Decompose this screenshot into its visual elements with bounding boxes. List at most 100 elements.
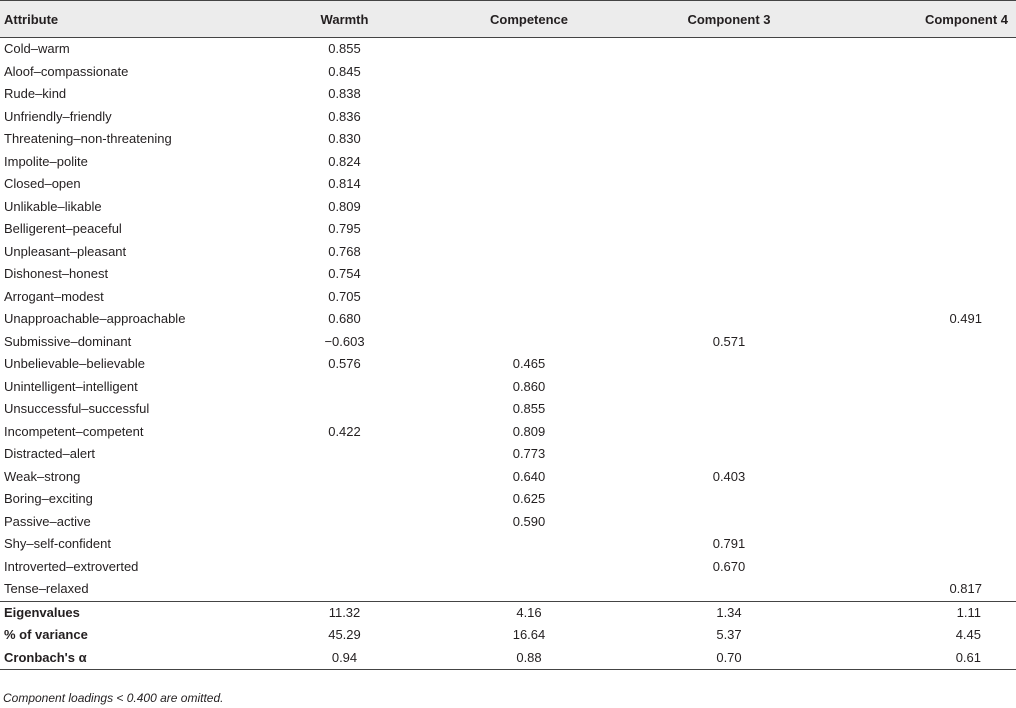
table-row: Arrogant–modest 0.705 bbox=[0, 286, 1016, 309]
cell-component-4: 4.45 bbox=[955, 627, 981, 642]
cell-component-4 bbox=[829, 218, 1016, 241]
cell-competence: 0.625 bbox=[512, 491, 546, 506]
summary-row: Eigenvalues 11.32 4.16 1.34 1.11 bbox=[0, 600, 1016, 624]
cell-component-3 bbox=[629, 38, 829, 61]
table-row: Weak–strong 0.640 0.403 bbox=[0, 466, 1016, 489]
cell-component-4 bbox=[829, 376, 1016, 399]
cell-competence: 0.855 bbox=[512, 401, 546, 416]
table-row: Rude–kind 0.838 bbox=[0, 83, 1016, 106]
cell-competence: 0.465 bbox=[512, 356, 546, 371]
cell-attribute: Unapproachable–approachable bbox=[4, 311, 186, 326]
cell-competence bbox=[429, 578, 629, 601]
cell-attribute: Incompetent–competent bbox=[4, 423, 144, 439]
cell-competence bbox=[429, 241, 629, 264]
factor-loadings-table: Attribute Warmth Competence Component 3 … bbox=[0, 0, 1016, 670]
table-row: Distracted–alert 0.773 bbox=[0, 443, 1016, 466]
cell-attribute: Passive–active bbox=[4, 513, 91, 529]
table-row: Unintelligent–intelligent 0.860 bbox=[0, 376, 1016, 399]
cell-competence bbox=[429, 196, 629, 219]
cell-warmth: 0.94 bbox=[260, 646, 429, 670]
cell-component-4 bbox=[829, 443, 1016, 466]
cell-competence bbox=[429, 128, 629, 151]
cell-competence: 16.64 bbox=[512, 627, 546, 642]
cell-warmth bbox=[260, 511, 429, 534]
cell-warmth: 11.32 bbox=[260, 600, 429, 624]
cell-competence: 0.590 bbox=[512, 513, 546, 529]
cell-attribute: % of variance bbox=[4, 627, 88, 642]
table-row: Closed–open 0.814 bbox=[0, 173, 1016, 196]
cell-attribute: Unlikable–likable bbox=[4, 198, 102, 214]
header-attribute: Attribute bbox=[4, 11, 59, 27]
cell-warmth: 45.29 bbox=[328, 627, 361, 642]
cell-warmth bbox=[260, 466, 429, 489]
table-header: Attribute Warmth Competence Component 3 … bbox=[0, 0, 1016, 38]
cell-component-4 bbox=[829, 173, 1016, 196]
cell-component-3: 0.571 bbox=[712, 333, 746, 349]
cell-warmth bbox=[260, 443, 429, 466]
cell-component-3: 0.670 bbox=[712, 558, 746, 574]
cell-competence bbox=[429, 83, 629, 106]
cell-component-4 bbox=[829, 106, 1016, 129]
table-footnote: Component loadings < 0.400 are omitted. bbox=[3, 691, 224, 705]
cell-attribute: Belligerent–peaceful bbox=[4, 221, 122, 236]
cell-component-4: 0.491 bbox=[949, 311, 982, 326]
table-row: Tense–relaxed 0.817 bbox=[0, 578, 1016, 601]
cell-competence bbox=[429, 331, 629, 354]
cell-warmth: 0.845 bbox=[328, 63, 361, 79]
cell-competence bbox=[429, 61, 629, 84]
cell-component-3: 5.37 bbox=[716, 627, 742, 642]
cell-competence: 0.809 bbox=[512, 423, 546, 439]
cell-component-4 bbox=[829, 398, 1016, 421]
cell-attribute: Aloof–compassionate bbox=[4, 63, 129, 79]
cell-component-4 bbox=[829, 196, 1016, 219]
table-row: Boring–exciting 0.625 bbox=[0, 488, 1016, 511]
table-row: Impolite–polite 0.824 bbox=[0, 151, 1016, 174]
cell-component-3 bbox=[629, 106, 829, 129]
cell-competence: 0.773 bbox=[512, 446, 546, 461]
cell-attribute: Closed–open bbox=[4, 176, 81, 191]
cell-component-3 bbox=[629, 241, 829, 264]
cell-competence bbox=[429, 106, 629, 129]
cell-component-3 bbox=[629, 83, 829, 106]
cell-component-3 bbox=[629, 398, 829, 421]
cell-component-3 bbox=[629, 263, 829, 286]
cell-competence bbox=[429, 308, 629, 331]
cell-competence: 0.88 bbox=[429, 646, 629, 670]
table-row: Unlikable–likable 0.809 bbox=[0, 196, 1016, 219]
cell-warmth bbox=[260, 533, 429, 556]
cell-warmth bbox=[260, 398, 429, 421]
cell-component-3 bbox=[629, 61, 829, 84]
cell-attribute: Unbelievable–believable bbox=[4, 356, 145, 371]
cell-component-4 bbox=[829, 421, 1016, 444]
cell-component-4 bbox=[829, 353, 1016, 376]
cell-component-4: 1.11 bbox=[829, 600, 1016, 624]
table-row: Cold–warm 0.855 bbox=[0, 38, 1016, 61]
cell-attribute: Impolite–polite bbox=[4, 153, 88, 169]
cell-component-4 bbox=[829, 488, 1016, 511]
cell-component-4 bbox=[829, 263, 1016, 286]
cell-attribute: Cold–warm bbox=[4, 41, 70, 56]
cell-competence bbox=[429, 173, 629, 196]
cell-component-3 bbox=[629, 443, 829, 466]
header-component-3: Component 3 bbox=[687, 11, 771, 27]
cell-component-3 bbox=[629, 128, 829, 151]
cell-attribute: Weak–strong bbox=[4, 468, 81, 484]
cell-attribute: Shy–self-confident bbox=[4, 536, 111, 551]
cell-competence bbox=[429, 151, 629, 174]
cell-warmth: 0.754 bbox=[328, 266, 361, 281]
cell-competence: 0.640 bbox=[512, 468, 546, 484]
table-row: Introverted–extroverted 0.670 bbox=[0, 556, 1016, 579]
cell-component-4 bbox=[829, 151, 1016, 174]
cell-competence bbox=[429, 556, 629, 579]
cell-attribute: Unfriendly–friendly bbox=[4, 108, 112, 124]
factor-loadings-table-wrapper: Attribute Warmth Competence Component 3 … bbox=[0, 0, 1016, 670]
cell-attribute: Dishonest–honest bbox=[4, 266, 109, 281]
cell-attribute: Introverted–extroverted bbox=[4, 558, 139, 574]
header-competence: Competence bbox=[489, 11, 569, 27]
cell-component-4 bbox=[829, 466, 1016, 489]
cell-competence bbox=[429, 263, 629, 286]
cell-component-3 bbox=[629, 151, 829, 174]
cell-warmth: 0.855 bbox=[328, 41, 361, 56]
table-row: Unpleasant–pleasant 0.768 bbox=[0, 241, 1016, 264]
cell-component-3: 1.34 bbox=[629, 600, 829, 624]
